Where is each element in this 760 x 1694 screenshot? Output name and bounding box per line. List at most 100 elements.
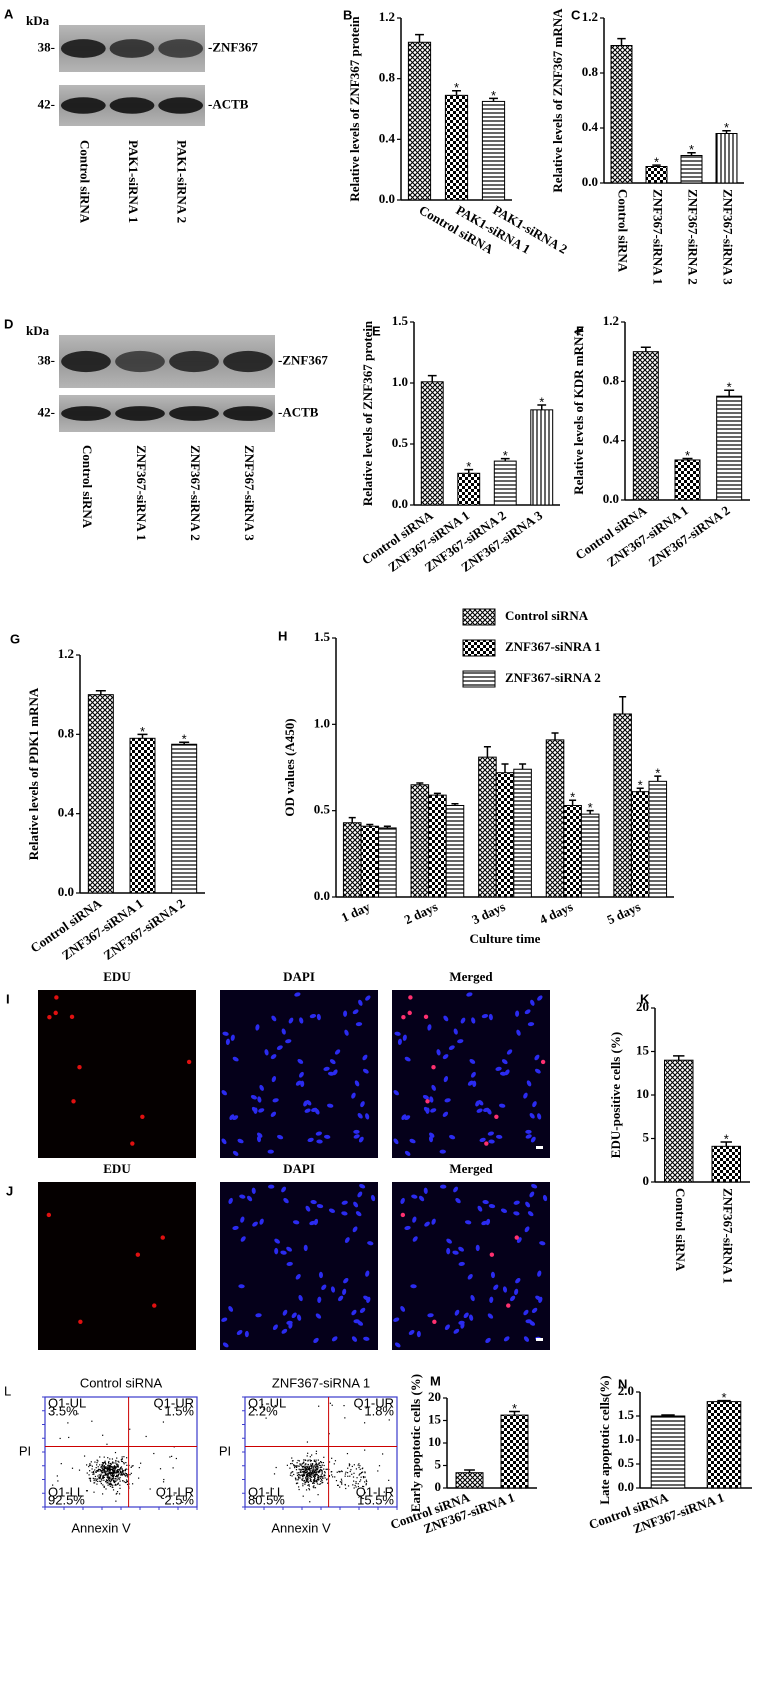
event [306,1474,308,1477]
event [109,1482,112,1484]
significance: * [588,800,593,815]
panel-label: G [10,631,20,646]
event [335,1479,338,1482]
event [140,1462,142,1464]
event [126,1483,129,1486]
event [111,1462,113,1464]
event [305,1480,307,1482]
nucleus [232,1056,239,1062]
nucleus [297,1314,302,1321]
bar [711,1145,741,1183]
bar [495,772,515,898]
event [115,1480,117,1482]
error-bar [720,1141,732,1147]
event [113,1481,116,1484]
event [313,1469,315,1471]
error-bar [451,803,459,806]
event [298,1488,300,1491]
nucleus [397,1038,402,1045]
bar [513,768,532,898]
significance: * [685,448,690,463]
event [358,1474,360,1476]
event [317,1464,319,1466]
event [122,1473,124,1475]
nucleus [472,1080,477,1088]
event [109,1470,111,1472]
event [149,1488,151,1490]
event [309,1475,311,1477]
event [357,1483,359,1485]
image [38,990,196,1158]
quadrant-label: Q1-UR [154,1395,194,1410]
event [317,1476,319,1478]
edu-cell [160,1235,165,1240]
nucleus [355,1022,363,1027]
event [126,1464,128,1466]
nucleus [412,1236,418,1242]
nucleus [515,1277,521,1284]
event [124,1470,127,1472]
event [306,1481,308,1483]
event [344,1483,346,1486]
event [306,1470,308,1472]
error-bar [722,130,731,134]
event [341,1483,343,1485]
event [162,1481,165,1483]
event [116,1463,118,1465]
channel-label: Merged [449,969,493,984]
nucleus [531,1307,538,1314]
nucleus [404,1150,411,1156]
nucleus [315,1313,322,1319]
event [331,1474,333,1476]
event [327,1482,329,1484]
event [113,1472,116,1474]
event [315,1462,317,1464]
nucleus [244,1330,249,1338]
nucleus [272,1324,278,1331]
nucleus [464,1220,472,1225]
legend-label: ZNF367-siNRA 1 [505,639,601,654]
significance: * [724,1131,729,1146]
event [304,1464,306,1466]
event [296,1474,299,1476]
event [321,1470,323,1472]
nucleus [358,1136,364,1143]
event [306,1466,308,1468]
nucleus [221,1317,228,1322]
panel-label: M [430,1373,441,1388]
event [119,1480,121,1482]
event [340,1478,343,1480]
event [292,1460,294,1462]
nucleus [477,1205,483,1212]
nucleus [479,1137,486,1143]
nucleus [422,1094,429,1100]
event [351,1473,353,1475]
y-axis-label: Relative levels of PDK1 mRNA [26,687,41,860]
event [106,1474,108,1476]
nucleus [267,1184,275,1189]
event [101,1462,104,1464]
event [291,1462,293,1465]
x-tick-label: 2 days [402,899,440,927]
event [317,1459,319,1461]
event [125,1481,127,1484]
y-tick-label: 0.8 [58,725,75,740]
event [323,1456,325,1458]
error-bar [416,782,424,785]
significance: * [721,1390,726,1405]
edu-cell [408,995,413,1000]
event [309,1469,311,1471]
edu-cell [484,1141,489,1146]
event [319,1477,321,1480]
event [100,1482,102,1485]
event [307,1459,309,1461]
event [86,1490,88,1492]
event [295,1465,297,1467]
event [109,1477,111,1479]
event [110,1468,112,1470]
event [88,1464,91,1466]
nucleus [251,1106,257,1113]
event [52,1484,54,1486]
